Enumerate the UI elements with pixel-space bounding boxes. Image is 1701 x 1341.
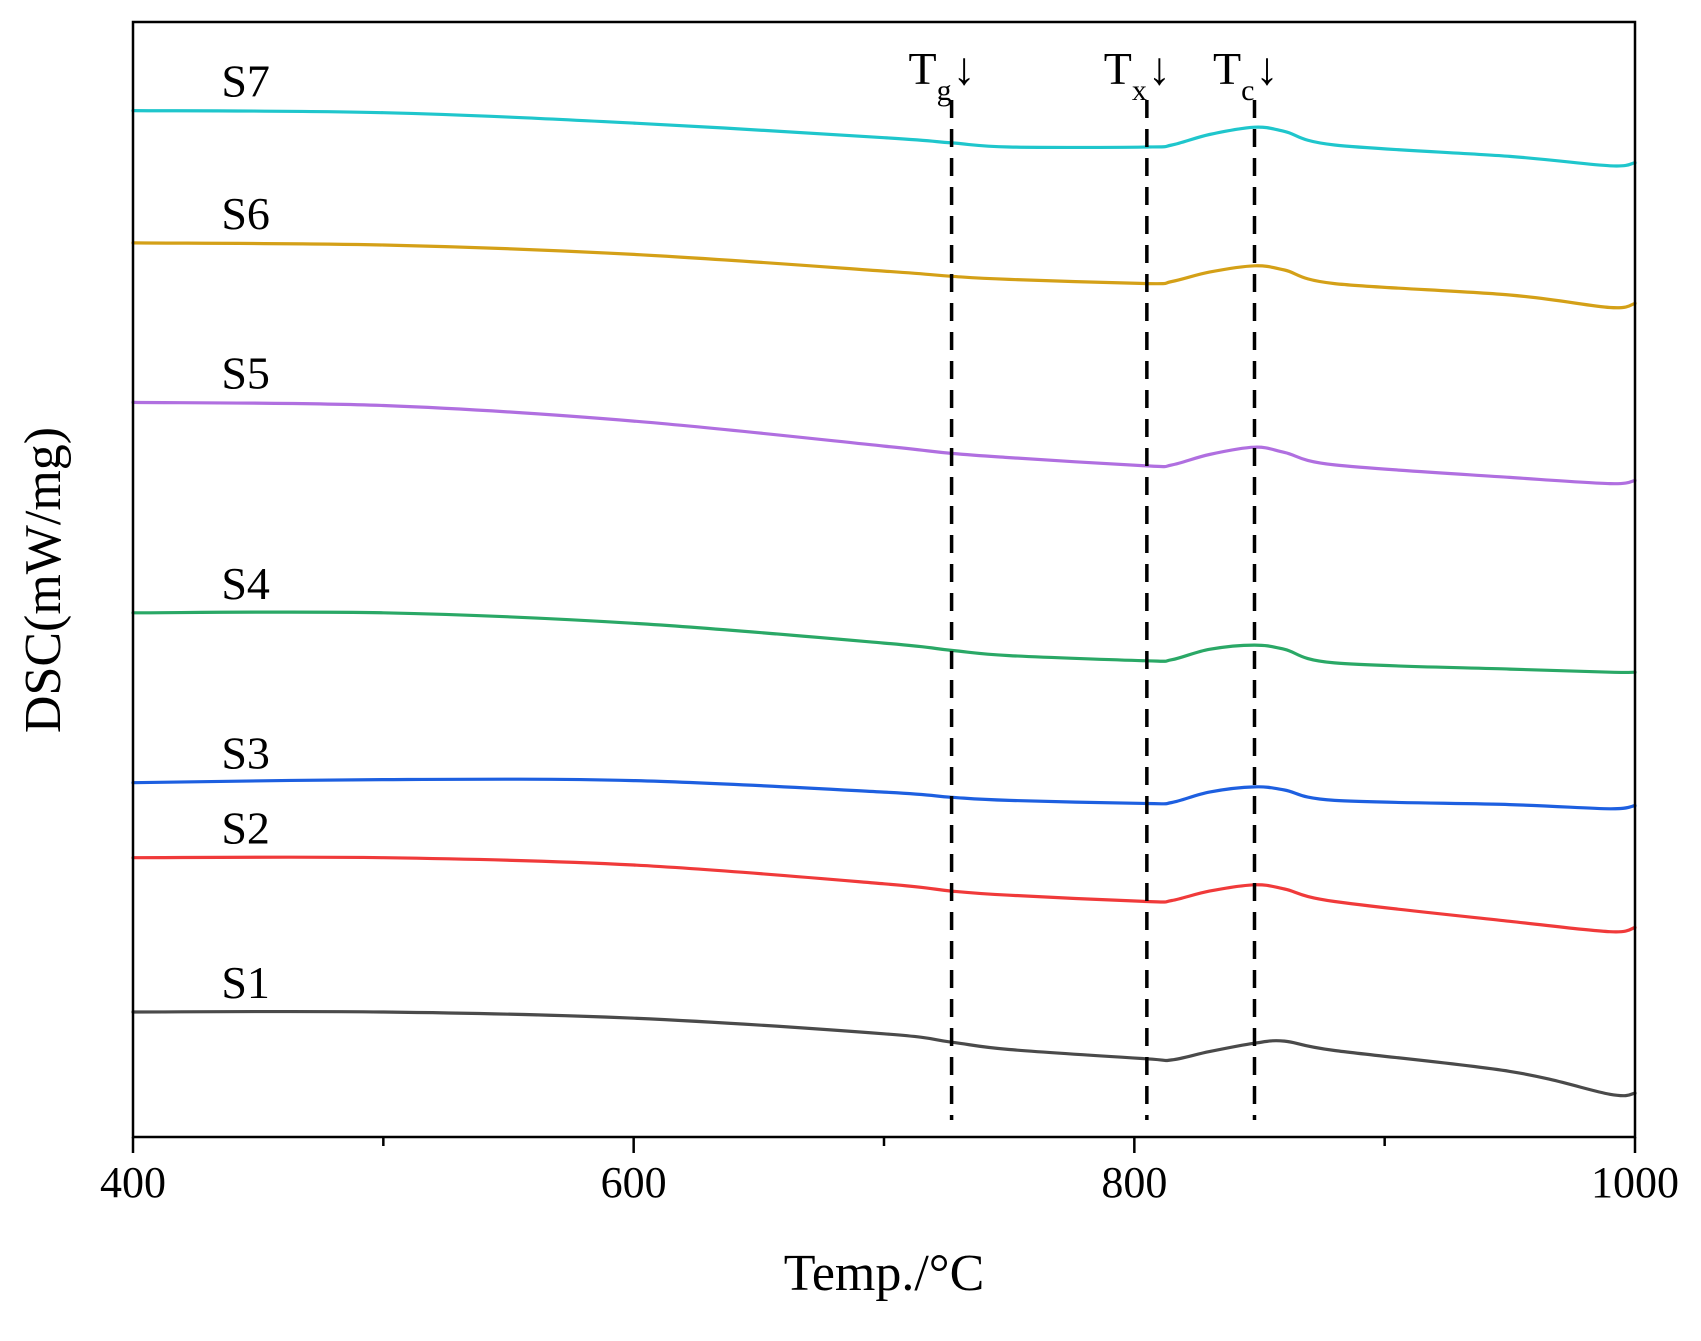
marker-label-tc: Tc (1213, 43, 1254, 107)
series-label-s5: S5 (221, 347, 270, 398)
series-line-s2 (131, 855, 1637, 934)
marker-label-tx: Tx (1104, 43, 1147, 107)
series-label-s6: S6 (221, 188, 270, 239)
series-label-s4: S4 (221, 558, 270, 609)
series-label-s1: S1 (221, 957, 270, 1008)
marker-sub-tg: g (937, 74, 952, 107)
marker-arrow-tx: ↓ (1148, 43, 1171, 94)
marker-main-tc: T (1213, 43, 1241, 94)
x-tick-label-1000: 1000 (1591, 1158, 1679, 1207)
marker-sub-tx: x (1132, 74, 1147, 107)
marker-main-tx: T (1104, 43, 1132, 94)
y-axis-label: DSC(mW/mg) (15, 427, 72, 733)
x-axis-label: Temp./°C (784, 1245, 985, 1302)
marker-main-tg: T (908, 43, 936, 94)
series-label-s7: S7 (221, 56, 270, 107)
series-label-s3: S3 (221, 728, 270, 779)
marker-label-tg: Tg (908, 43, 951, 107)
x-tick-label-600: 600 (601, 1158, 667, 1207)
marker-arrow-tg: ↓ (953, 43, 976, 94)
x-tick-label-400: 400 (100, 1158, 166, 1207)
x-tick-label-800: 800 (1101, 1158, 1167, 1207)
marker-sub-tc: c (1241, 74, 1254, 107)
series-label-s2: S2 (221, 803, 270, 854)
marker-arrow-tc: ↓ (1255, 43, 1278, 94)
